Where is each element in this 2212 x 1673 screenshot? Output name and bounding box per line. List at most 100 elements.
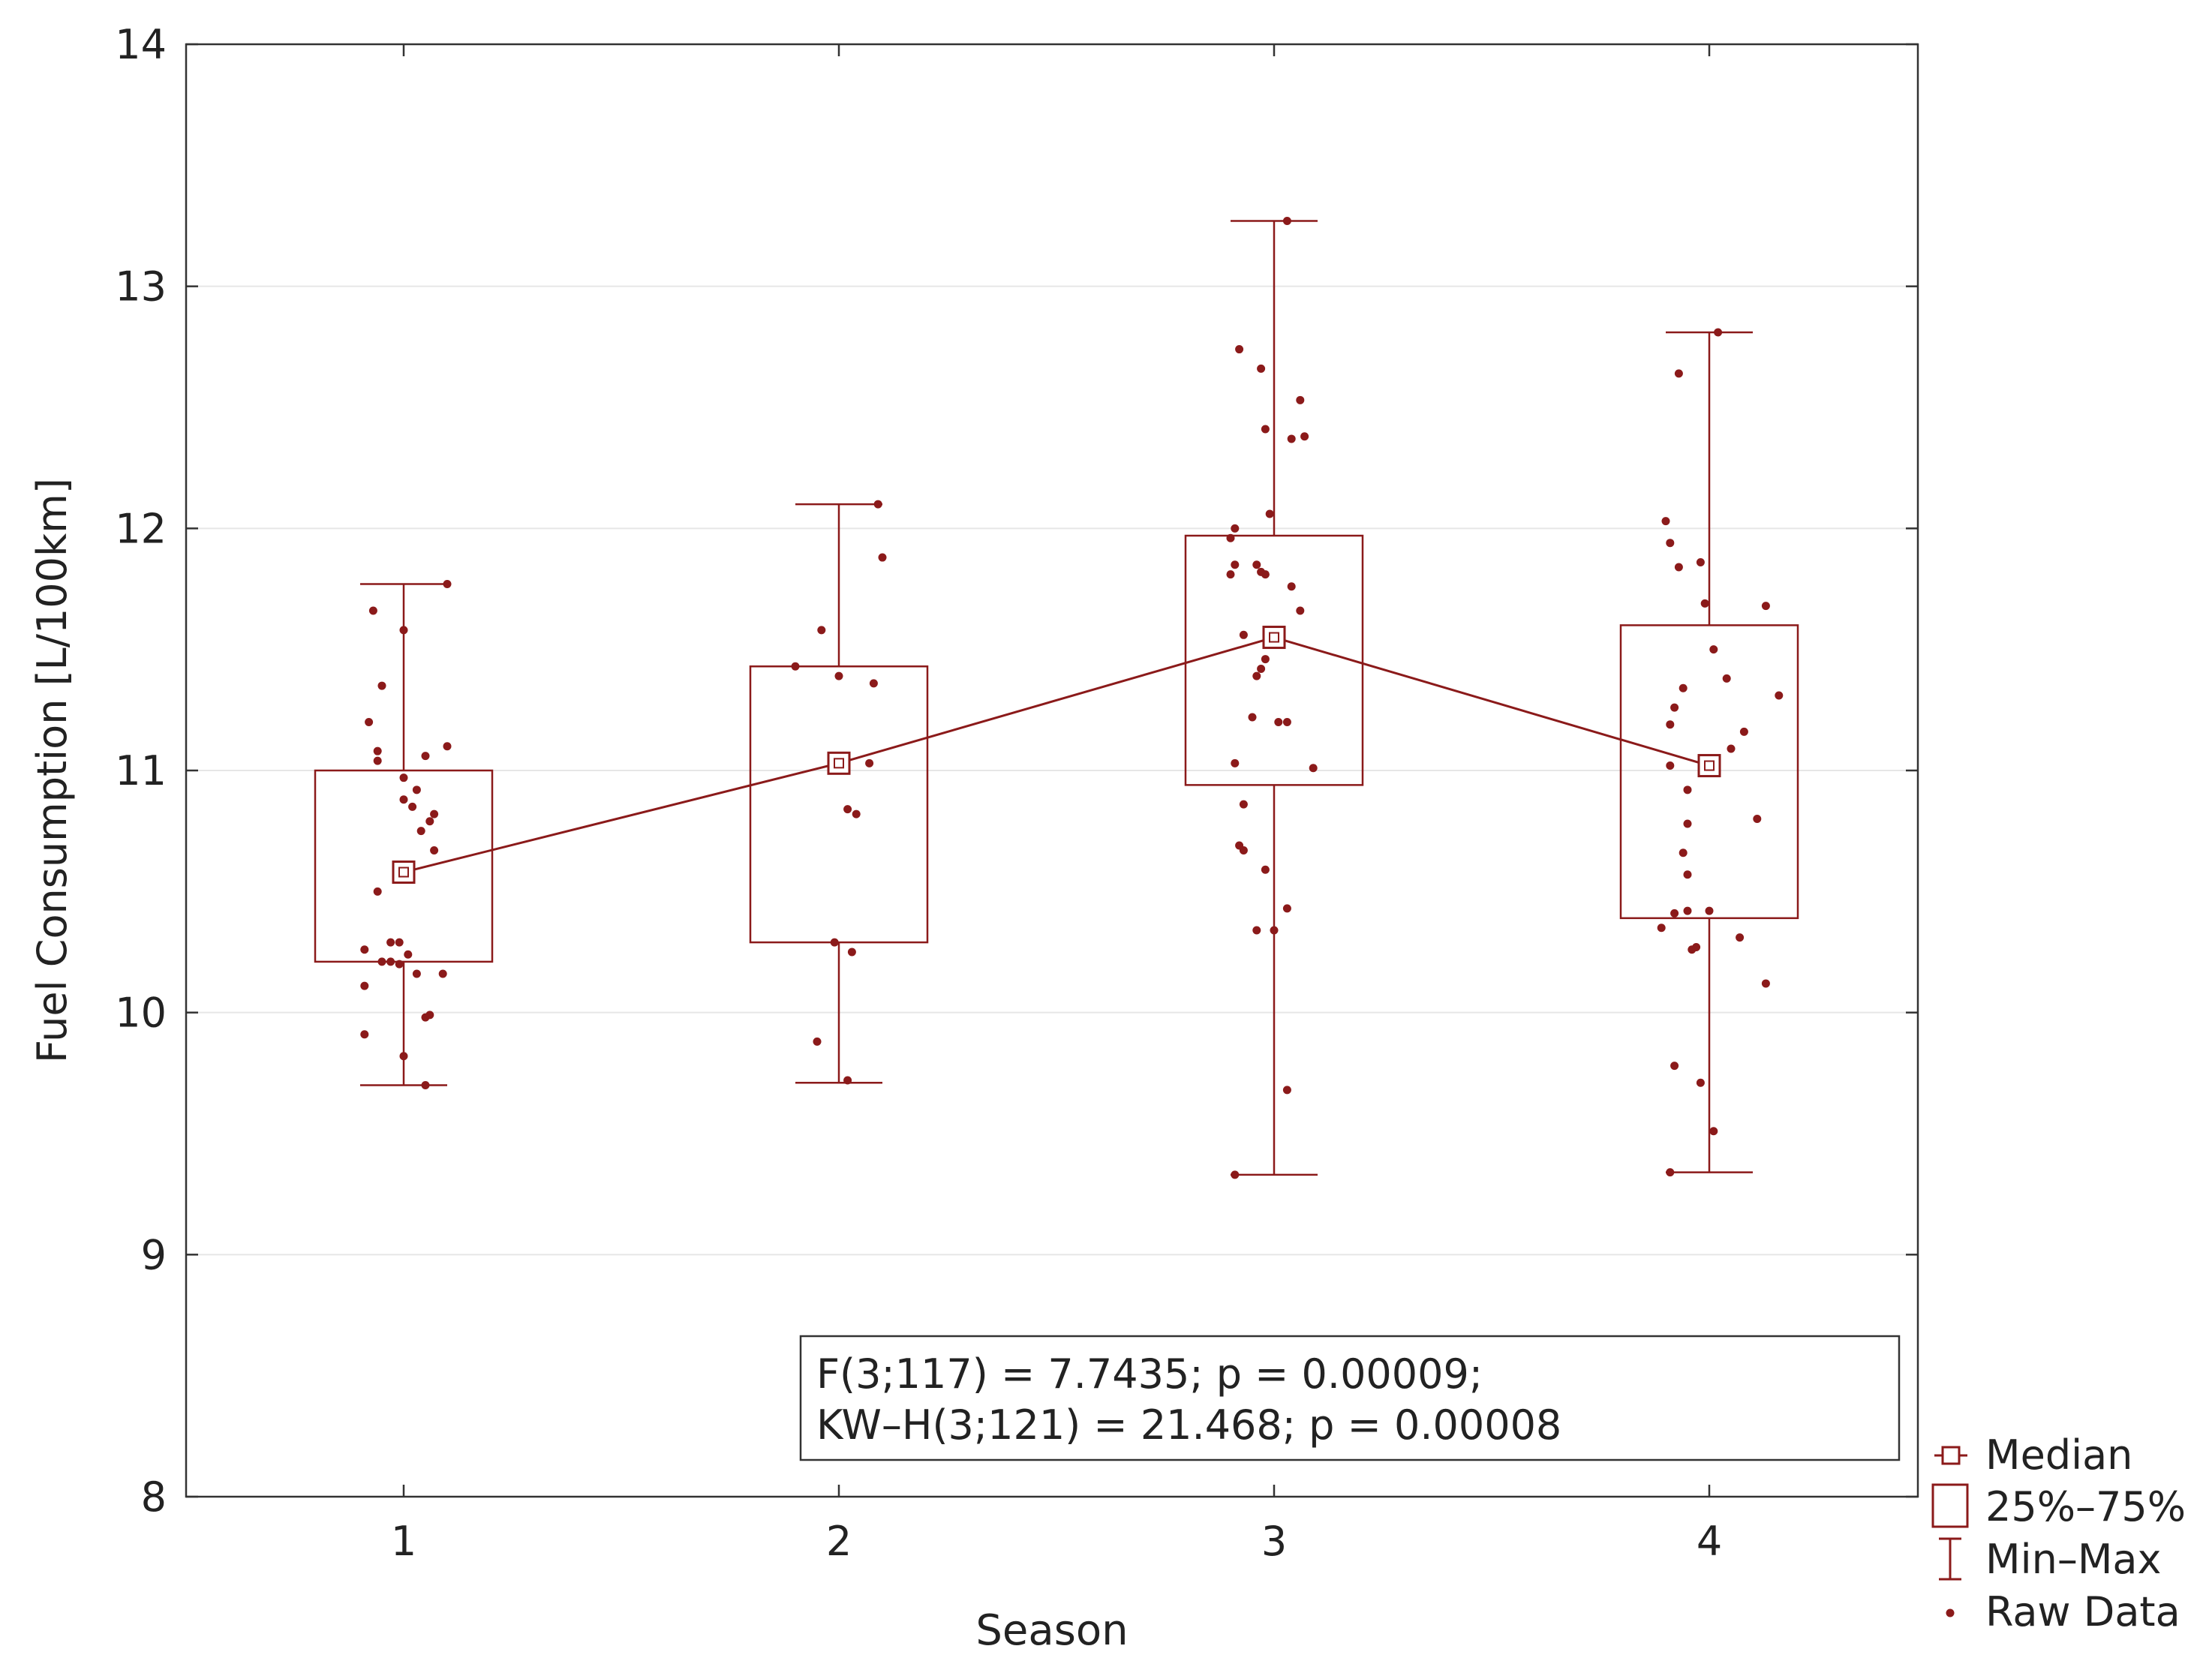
raw-data-point xyxy=(408,802,417,811)
raw-data-point xyxy=(1296,395,1305,404)
median-marker xyxy=(392,861,416,885)
raw-data-point xyxy=(843,805,852,814)
raw-data-point xyxy=(878,553,887,562)
iqr-box xyxy=(1619,624,1799,920)
raw-data-point xyxy=(373,756,382,765)
raw-data-point xyxy=(791,662,800,671)
legend-label-minmax: Min–Max xyxy=(1985,1536,2161,1583)
box-icon xyxy=(1931,1483,1969,1528)
raw-data-point xyxy=(813,1037,822,1046)
box-3 xyxy=(1184,220,1364,1176)
raw-data-point xyxy=(1261,655,1270,664)
legend-label-median: Median xyxy=(1985,1431,2132,1479)
median-marker-inner xyxy=(834,758,844,769)
iqr-box xyxy=(749,665,929,944)
raw-data-point xyxy=(1252,671,1261,680)
raw-data-point xyxy=(1282,717,1291,726)
raw-data-point xyxy=(1714,328,1723,337)
raw-data-point xyxy=(873,500,882,509)
raw-data-point xyxy=(1248,713,1257,722)
raw-data-point xyxy=(1761,979,1770,988)
annotation-frame xyxy=(799,1335,1901,1461)
x-axis-label: Season xyxy=(975,1606,1128,1655)
iqr-box xyxy=(314,769,494,963)
median-square-icon xyxy=(1941,1446,1961,1465)
raw-data-point xyxy=(438,969,447,978)
legend-item-minmax: Min–Max xyxy=(1939,1536,2161,1583)
raw-data-point xyxy=(1775,691,1784,700)
raw-data-point xyxy=(1274,717,1283,726)
legend: Median 25%–75% Min–Max Raw Data xyxy=(1931,1431,2186,1635)
median-connector-line xyxy=(403,635,1710,873)
boxes xyxy=(314,220,1799,1176)
raw-data-point xyxy=(1235,345,1244,354)
raw-data-point xyxy=(1683,785,1692,794)
raw-data-point xyxy=(830,938,839,947)
raw-data-point xyxy=(1683,819,1692,828)
raw-data-point xyxy=(1736,933,1745,942)
legend-item-box: 25%–75% xyxy=(1931,1483,2186,1530)
raw-data-point xyxy=(421,752,430,761)
raw-data-point xyxy=(360,981,369,990)
median-marker xyxy=(1262,626,1286,650)
raw-data-point xyxy=(430,809,439,818)
raw-data-point xyxy=(1674,369,1683,378)
raw-data-point xyxy=(1226,533,1235,542)
legend-label-raw: Raw Data xyxy=(1985,1588,2180,1635)
raw-data-point xyxy=(421,1080,430,1089)
x-tick-label: 4 xyxy=(1697,1518,1722,1565)
raw-data-point xyxy=(1739,727,1748,736)
raw-data-point xyxy=(1265,509,1274,518)
dot-icon xyxy=(1946,1608,1955,1617)
raw-data-point xyxy=(1692,943,1701,952)
raw-data-point xyxy=(1270,926,1279,935)
raw-data-point xyxy=(1761,602,1770,611)
box-2 xyxy=(749,503,929,1084)
raw-data-point xyxy=(412,969,421,978)
raw-data-point xyxy=(1661,517,1670,526)
legend-item-median: Median xyxy=(1934,1431,2132,1479)
raw-data-point xyxy=(395,938,404,947)
raw-data-point xyxy=(1683,906,1692,915)
raw-data-point xyxy=(412,785,421,794)
median-marker xyxy=(827,751,851,775)
raw-data-point xyxy=(1683,870,1692,879)
raw-data-point xyxy=(425,817,434,826)
raw-data-point xyxy=(1287,434,1296,443)
median-marker xyxy=(1697,754,1721,778)
raw-data-point xyxy=(373,746,382,755)
raw-data-point xyxy=(373,887,382,896)
raw-data-point xyxy=(360,1030,369,1039)
raw-data-point xyxy=(1670,909,1679,918)
raw-data-point xyxy=(1282,904,1291,913)
y-tick-label: 12 xyxy=(115,505,167,552)
raw-data-point xyxy=(1231,524,1240,533)
raw-data-point xyxy=(360,945,369,954)
raw-data-point xyxy=(1753,815,1762,824)
raw-data-point xyxy=(817,626,826,635)
median-line xyxy=(403,635,1710,873)
raw-data-point xyxy=(377,681,386,690)
y-tick-label: 11 xyxy=(115,747,167,794)
raw-data-point xyxy=(1261,865,1270,874)
raw-data-point xyxy=(399,773,408,782)
raw-data-point xyxy=(1287,582,1296,591)
raw-data-point xyxy=(395,960,404,969)
raw-data-point xyxy=(1666,720,1675,729)
raw-data-point xyxy=(1666,761,1675,770)
raw-data-point xyxy=(1696,558,1705,567)
raw-data-point xyxy=(834,671,843,680)
legend-item-raw: Raw Data xyxy=(1946,1588,2180,1635)
raw-data-point xyxy=(852,809,861,818)
raw-data-point xyxy=(443,742,452,751)
raw-data-point xyxy=(1257,364,1266,373)
y-tick-label: 13 xyxy=(115,263,167,311)
raw-data-point xyxy=(416,827,425,836)
raw-data-point xyxy=(1696,1078,1705,1087)
raw-data-point xyxy=(1309,764,1318,773)
raw-data-point xyxy=(1239,800,1248,809)
y-tick-label: 8 xyxy=(141,1473,167,1521)
raw-data-point xyxy=(1261,425,1270,434)
